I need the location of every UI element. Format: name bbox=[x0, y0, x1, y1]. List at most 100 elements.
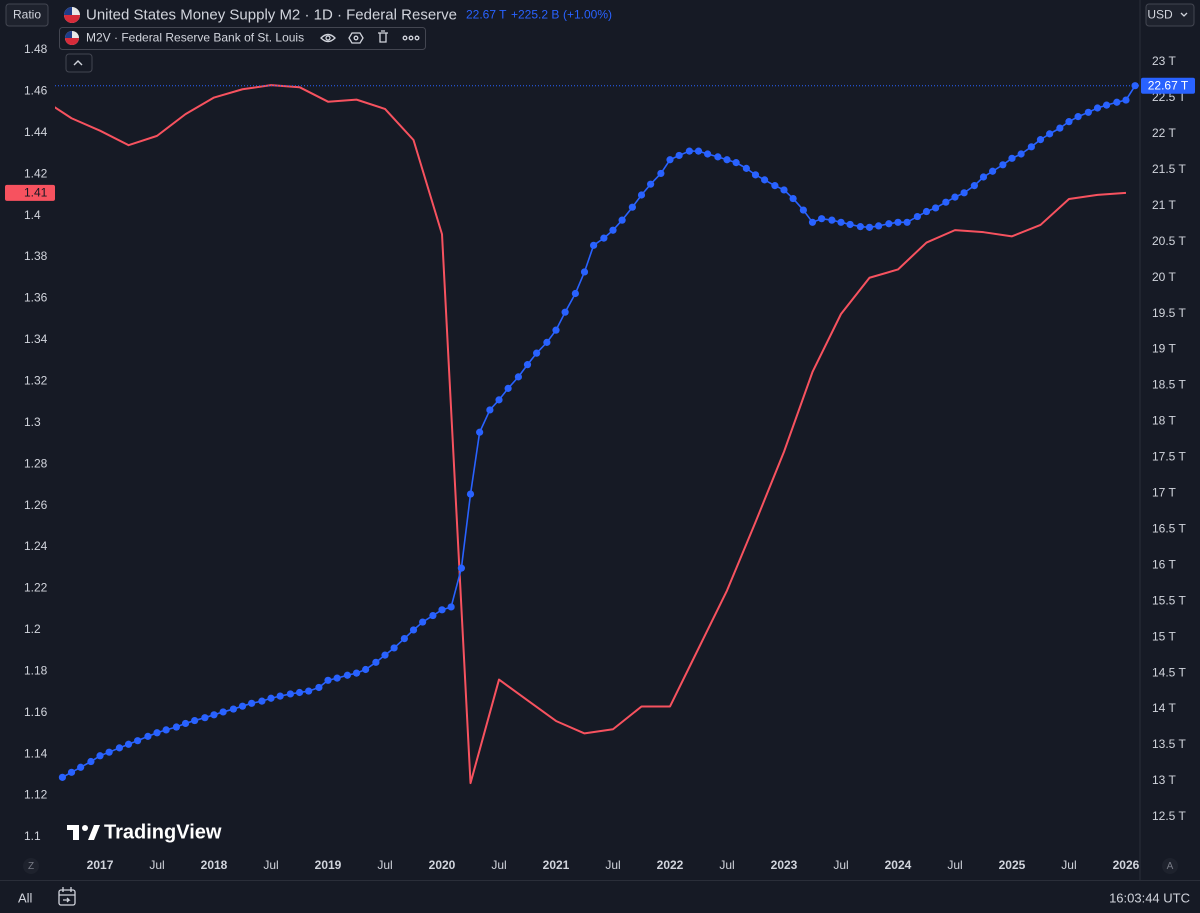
data-point bbox=[429, 611, 437, 620]
data-point bbox=[105, 748, 113, 756]
data-point bbox=[144, 732, 152, 740]
y2-tick-label: 18.5 T bbox=[1152, 378, 1186, 392]
y2-tick-label: 13.5 T bbox=[1152, 737, 1186, 751]
data-point bbox=[1046, 130, 1054, 138]
collapse-button[interactable] bbox=[65, 53, 93, 73]
data-point bbox=[400, 634, 408, 643]
data-point bbox=[305, 687, 313, 695]
data-point bbox=[771, 182, 779, 190]
y-tick-label: 1.14 bbox=[24, 746, 48, 760]
data-point bbox=[714, 153, 722, 161]
data-point bbox=[1122, 96, 1130, 104]
x-tick-label: Jul bbox=[833, 858, 848, 872]
x-tick-label: Jul bbox=[1061, 858, 1076, 872]
y2-tick-label: 14 T bbox=[1152, 701, 1176, 715]
data-point bbox=[286, 690, 294, 698]
last-value-tag-label: 1.41 bbox=[24, 186, 48, 200]
data-point bbox=[647, 180, 655, 188]
data-point bbox=[87, 757, 95, 766]
scale-mode: Ratio bbox=[13, 8, 41, 22]
data-point bbox=[238, 702, 247, 710]
y2-tick-label: 21 T bbox=[1152, 198, 1176, 212]
data-point bbox=[1056, 124, 1064, 132]
x-tick-label: 2017 bbox=[87, 858, 114, 872]
data-point bbox=[134, 737, 142, 745]
x-tick-label: 2021 bbox=[543, 858, 570, 872]
flag-icon bbox=[65, 31, 79, 45]
data-point bbox=[201, 714, 209, 722]
data-point bbox=[885, 220, 893, 228]
data-point bbox=[523, 361, 532, 369]
data-point bbox=[742, 164, 750, 172]
x-tick-label: 2026 bbox=[1113, 858, 1140, 872]
y-tick-label: 1.32 bbox=[24, 373, 48, 387]
data-point bbox=[362, 665, 370, 674]
series-line bbox=[55, 84, 1127, 785]
data-point bbox=[552, 326, 560, 334]
data-point bbox=[1008, 154, 1016, 162]
y2-tick-label: 20.5 T bbox=[1152, 234, 1186, 248]
data-point bbox=[372, 658, 380, 666]
calendar-icon[interactable] bbox=[58, 887, 76, 906]
data-point bbox=[181, 719, 190, 728]
dropdown-icon bbox=[1180, 12, 1188, 17]
y-tick-label: 1.24 bbox=[24, 539, 48, 553]
scale-mode-button[interactable] bbox=[5, 3, 49, 27]
data-point bbox=[828, 216, 836, 224]
data-point bbox=[219, 708, 227, 716]
data-point bbox=[1102, 101, 1111, 109]
data-point bbox=[67, 768, 76, 776]
data-point bbox=[580, 268, 589, 276]
flag-icon bbox=[64, 7, 80, 23]
y2-tick-label: 13 T bbox=[1152, 773, 1176, 787]
data-point bbox=[561, 308, 569, 316]
y-tick-label: 1.42 bbox=[24, 166, 48, 180]
clock: 16:03:44 UTC bbox=[1109, 890, 1190, 905]
study-title: M2V · Federal Reserve Bank of St. Louis bbox=[86, 31, 304, 45]
y-tick-label: 1.4 bbox=[24, 208, 41, 222]
data-point bbox=[951, 193, 959, 201]
y2-tick-label: 21.5 T bbox=[1152, 162, 1186, 176]
data-point bbox=[486, 406, 494, 414]
x-tick-label: 2019 bbox=[315, 858, 342, 872]
legend-icons[interactable] bbox=[320, 30, 420, 44]
data-point bbox=[333, 674, 341, 682]
data-point bbox=[657, 169, 665, 178]
data-point bbox=[1065, 118, 1073, 126]
range-button[interactable]: All bbox=[18, 890, 33, 905]
study-legend-box[interactable] bbox=[59, 27, 426, 50]
plot bbox=[55, 82, 1139, 785]
data-point bbox=[837, 218, 845, 226]
y-tick-label: 1.22 bbox=[24, 581, 48, 595]
data-point bbox=[124, 740, 133, 748]
currency-button[interactable] bbox=[1145, 3, 1195, 27]
data-point bbox=[903, 218, 911, 226]
data-point bbox=[543, 338, 551, 346]
data-point bbox=[618, 216, 626, 224]
y-tick-label: 1.44 bbox=[24, 125, 48, 139]
data-point bbox=[1036, 136, 1045, 144]
series-title: United States Money Supply M2 · 1D · Fed… bbox=[86, 6, 457, 23]
data-point bbox=[191, 716, 199, 725]
data-point bbox=[1074, 113, 1082, 121]
data-point bbox=[970, 182, 978, 190]
data-point bbox=[1093, 104, 1102, 112]
data-point bbox=[675, 151, 683, 160]
data-point bbox=[514, 373, 522, 381]
y-tick-label: 1.48 bbox=[24, 42, 48, 56]
data-point bbox=[846, 220, 854, 229]
data-point bbox=[780, 186, 788, 194]
auto-right-button[interactable] bbox=[1162, 858, 1178, 874]
data-point bbox=[533, 349, 541, 357]
data-point bbox=[1017, 150, 1025, 158]
data-point bbox=[1027, 143, 1035, 151]
data-point bbox=[761, 176, 769, 184]
data-point bbox=[343, 671, 351, 679]
y2-tick-label: 19.5 T bbox=[1152, 306, 1186, 320]
auto-left-button[interactable] bbox=[23, 858, 39, 874]
watermark: TradingView bbox=[104, 821, 222, 843]
data-point bbox=[276, 692, 284, 700]
data-point bbox=[210, 711, 218, 719]
